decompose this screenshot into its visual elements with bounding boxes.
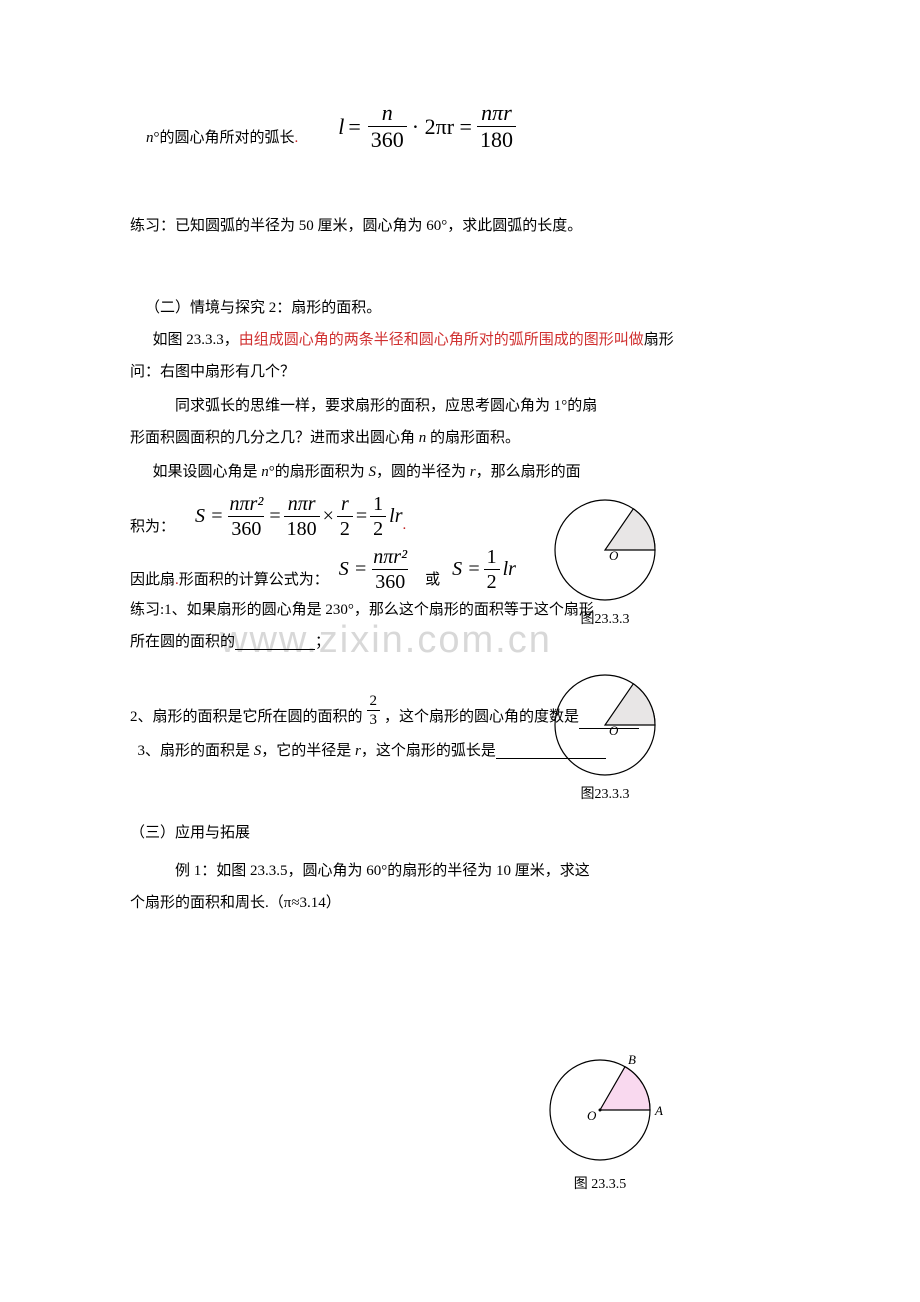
circle-svg-2: O: [550, 670, 660, 780]
f2tail: lr: [389, 500, 402, 532]
page-content: n°的圆心角所对的弧长. l = n 360 · 2πr = nπr 180 练…: [130, 100, 790, 915]
label-B: B: [628, 1052, 636, 1067]
f2-lhs: S =: [195, 500, 224, 532]
f1-num: n: [382, 100, 393, 125]
formula-3b: S = 1 2 lr: [452, 545, 516, 594]
fig-caption-2: 图23.3.3: [550, 784, 660, 806]
f2f1n: nπr²: [230, 493, 264, 515]
para-2-5: 如果设圆心角是 n°的扇形面积为 S，圆的半径为 r，那么扇形的面: [130, 460, 650, 484]
p25e: ，圆的半径为: [376, 464, 470, 480]
p21a: 如图 23.3.3，: [153, 332, 239, 348]
para-2-1: 如图 23.3.3，由组成圆心角的两条半径和圆心角所对的弧所围成的图形叫做扇形: [130, 328, 790, 352]
practice-1: 练习：已知圆弧的半径为 50 厘米，圆心角为 60°，求此圆弧的长度。: [130, 214, 790, 238]
blank-1: [235, 635, 315, 650]
formula-line-1: n°的圆心角所对的弧长. l = n 360 · 2πr = nπr 180: [130, 100, 790, 154]
p22-fn: 2: [367, 692, 381, 710]
p24a: 形面积圆面积的几分之几？进而求出圆心角: [130, 430, 419, 446]
p25g: ，那么扇形的面: [476, 464, 581, 480]
p23a: 3、扇形的面积是: [138, 743, 254, 759]
practice-2-2: 2、扇形的面积是它所在圆的面积的 2 3 ，这个扇形的圆心角的度数是°.: [130, 692, 790, 729]
para-2-4: 形面积圆面积的几分之几？进而求出圆心角 n 的扇形面积。: [130, 426, 650, 450]
p27-pre: 因此扇: [130, 572, 175, 588]
f3b-den: 2: [484, 569, 500, 594]
figure-2: O 图23.3.3: [550, 670, 660, 806]
section-2-title: （二）情境与探究 2：扇形的面积。: [130, 296, 790, 320]
p21c: 扇形: [644, 332, 674, 348]
example-1-b: 个扇形的面积和周长.（π≈3.14）: [130, 891, 790, 915]
label-A: A: [654, 1103, 663, 1118]
f2eq1: =: [269, 500, 280, 532]
p21b: 由组成圆心角的两条半径和圆心角所对的弧所围成的图形叫做: [239, 332, 644, 348]
f3b-lhs: S =: [452, 553, 481, 585]
f3b-tail: lr: [503, 553, 516, 585]
text-suffix-1: °的圆心角所对的弧长: [154, 130, 295, 146]
figure-3: O A B 图 23.3.5: [540, 1050, 680, 1196]
f3a-num: nπr²: [373, 546, 407, 568]
p24c: 的扇形面积。: [426, 430, 520, 446]
formula-line-2: 积为： S = nπr² 360 = nπr 180 × r 2 = 1 2 l: [130, 492, 790, 541]
circle-svg-1: O: [550, 495, 660, 605]
p25b: n: [261, 464, 269, 480]
f2f1d: 360: [228, 516, 264, 541]
f2f4d: 2: [370, 516, 386, 541]
p22-fd: 3: [367, 710, 381, 729]
or-text: 或: [413, 568, 452, 594]
p25c: °的扇形面积为: [269, 464, 369, 480]
label-O-3: O: [587, 1108, 597, 1123]
sector-area-formula: S = nπr² 360 = nπr 180 × r 2 = 1 2 lr: [195, 492, 403, 541]
formula-mid-1: · 2πr =: [412, 109, 472, 144]
f2f2n: nπr: [288, 493, 316, 515]
f3a-lhs: S =: [339, 553, 368, 585]
var-n: n: [146, 130, 154, 146]
figure-1: O 图23.3.3: [550, 495, 660, 631]
p21c-text: ；: [315, 634, 330, 650]
f2eq2: =: [356, 500, 367, 532]
para-2-3: 同求弧长的思维一样，要求扇形的面积，应思考圆心角为 1°的扇: [130, 394, 650, 418]
f2f3n: r: [341, 493, 349, 515]
f2f3d: 2: [337, 516, 353, 541]
red-dot-2: .: [403, 513, 407, 541]
formula2-prefix: 积为：: [130, 519, 175, 535]
p25a: 如果设圆心角是: [153, 464, 262, 480]
f3a-den: 360: [372, 569, 408, 594]
p27-mid: 形面积的计算公式为：: [179, 572, 329, 588]
f3b-num: 1: [484, 545, 500, 569]
formula-line-3: 因此扇.形面积的计算公式为： S = nπr² 360 或 S = 1 2 lr: [130, 545, 790, 594]
practice-2-3: 3、扇形的面积是 S，它的半径是 r，这个扇形的弧长是: [130, 739, 790, 763]
f2f4n: 1: [370, 492, 386, 516]
p21b-text: 所在圆的面积的: [130, 634, 235, 650]
arc-length-formula: l = n 360 · 2πr = nπr 180: [338, 100, 519, 154]
formula-3a: S = nπr² 360: [339, 545, 413, 594]
fig-caption-1: 图23.3.3: [550, 609, 660, 631]
label-O-1: O: [609, 548, 619, 563]
fig-caption-3: 图 23.3.5: [530, 1174, 670, 1196]
circle-svg-3: O A B: [540, 1050, 680, 1170]
f2times: ×: [323, 500, 334, 532]
f1-den: 360: [368, 126, 407, 153]
f2-den: 180: [477, 126, 516, 153]
p22a: 2、扇形的面积是它所在圆的面积的: [130, 705, 363, 729]
p25d: S: [369, 464, 377, 480]
example-1-a: 例 1：如图 23.3.5，圆心角为 60°的扇形的半径为 10 厘米，求这: [130, 859, 650, 883]
f2f2d: 180: [284, 516, 320, 541]
p23e: ，这个扇形的弧长是: [361, 743, 496, 759]
p23c: ，它的半径是: [261, 743, 355, 759]
label-O-2: O: [609, 723, 619, 738]
practice-2-1b: 所在圆的面积的 ；: [130, 630, 790, 654]
f2-num: nπr: [481, 100, 512, 125]
red-dot-1: .: [295, 130, 299, 146]
section-3-title: （三）应用与拓展: [130, 821, 790, 845]
formula-lhs-1: l: [338, 109, 344, 144]
para-2-2: 问：右图中扇形有几个？: [130, 360, 650, 384]
